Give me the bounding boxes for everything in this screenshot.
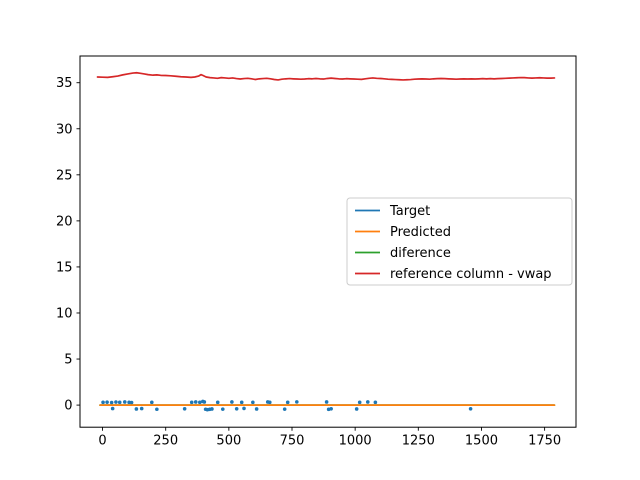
legend-label-diference: diference [390,246,451,261]
y-tick-label: 35 [56,76,73,91]
series-target-marker [189,400,194,405]
series-target-marker [373,400,378,405]
legend-frame [346,197,573,286]
plot-area [79,55,577,428]
series-target-marker [105,400,109,404]
series-target-marker [329,406,333,411]
x-tick-label: 1500 [465,434,498,449]
series-target-marker [117,400,122,405]
series-target-marker [230,400,234,404]
series-target-marker [220,407,225,411]
series-target-marker [251,400,255,405]
y-tick-label: 15 [56,260,73,275]
series-target-marker [357,400,362,405]
series-target-marker [234,406,239,411]
series-target-marker [267,400,272,405]
series-target-marker [122,400,127,404]
x-tick-label: 0 [98,434,106,449]
series-target-marker [324,400,329,404]
y-tick-label: 20 [56,214,73,229]
series-target-marker [210,407,214,411]
legend-label-predicted: Predicted [390,225,451,240]
x-tick-label: 500 [216,434,241,449]
series-target-marker [109,400,114,405]
series-target-marker [193,400,198,404]
series-target-marker [282,407,287,411]
series-target-marker [354,407,359,411]
series-target-marker [295,400,299,404]
legend-entry-predicted: Predicted [355,225,451,240]
series-target-marker [254,407,259,411]
x-tick-label: 750 [280,434,305,449]
series-target-marker [202,400,207,404]
series-target-marker [150,400,154,405]
legend-entry-target: Target [355,204,430,219]
x-tick-label: 1250 [402,434,435,449]
series-target-marker [242,406,246,411]
series-target-points [101,399,473,412]
legend: Target Predicted diference reference colum… [346,197,573,286]
y-tick-label: 25 [56,168,73,183]
series-target-marker [285,400,290,405]
series-target-marker [139,406,144,411]
legend-entry-reference-column-vwap: reference column - vwap [355,267,552,282]
x-tick-label: 1000 [339,434,372,449]
series-target-marker [182,406,187,411]
series-target-marker [129,400,134,405]
series-target-marker [110,406,115,411]
series-target-marker [114,400,118,404]
series-target-marker [365,400,370,404]
y-tick-label: 30 [56,122,73,137]
legend-entry-diference: diference [355,246,451,261]
series-reference-column-vwap-line [96,71,556,81]
y-tick-label: 10 [56,306,73,321]
series-target-marker [215,400,220,405]
y-tick-label: 0 [64,399,72,414]
series-target-marker [101,400,105,405]
series-target-marker [134,407,139,411]
series-target-marker [468,406,473,411]
series-target-marker [155,407,159,412]
legend-label-target: Target [389,204,430,219]
legend-label-reference-column-vwap: reference column - vwap [390,267,552,282]
x-tick-label: 250 [153,434,178,449]
series-target-marker [198,400,202,405]
y-tick-label: 5 [64,353,72,368]
x-tick-label: 1750 [528,434,561,449]
series-target-marker [239,400,244,405]
